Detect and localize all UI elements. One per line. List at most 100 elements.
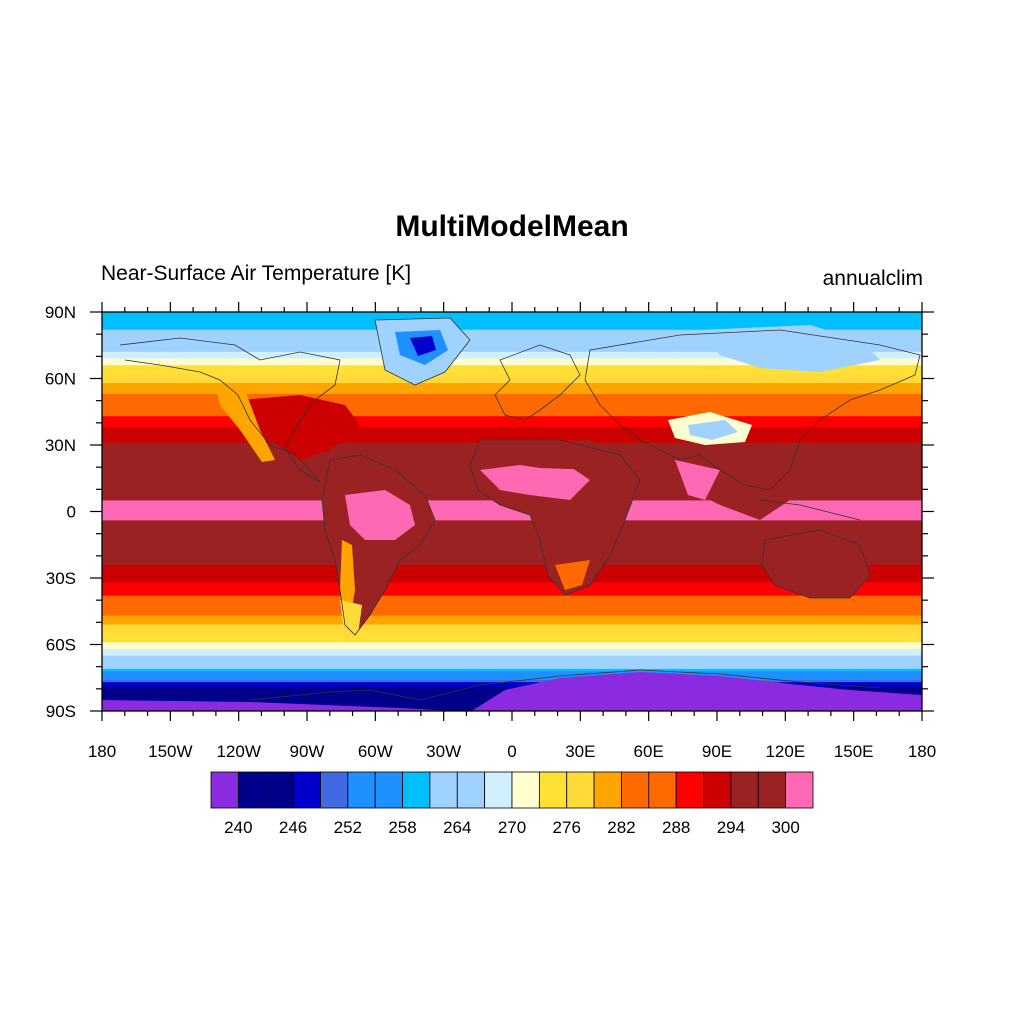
temperature-band — [102, 558, 922, 561]
temperature-band — [102, 533, 922, 537]
rockies-cool — [215, 385, 275, 462]
north-america-coast — [119, 337, 341, 483]
temperature-band — [102, 631, 922, 635]
y-tick-label: 30S — [46, 569, 76, 588]
temperature-band — [102, 427, 922, 431]
temperature-band — [102, 657, 922, 661]
tibet-core — [688, 420, 738, 440]
temperature-band — [102, 416, 922, 419]
temperature-band — [102, 538, 922, 541]
temperature-band — [102, 402, 922, 406]
temperature-band — [102, 653, 922, 657]
y-tick-label: 0 — [67, 503, 76, 522]
variable-label: Near-Surface Air Temperature [K] — [101, 262, 412, 285]
africa-coast — [469, 439, 641, 596]
colorbar-swatch — [210, 771, 239, 809]
temperature-band — [102, 622, 922, 626]
temperature-band — [102, 677, 922, 681]
temperature-band — [102, 551, 922, 555]
temperature-band — [102, 671, 922, 674]
colorbar-swatch — [292, 771, 321, 809]
north-america-warm — [240, 395, 360, 460]
temperature-band — [102, 648, 922, 652]
colorbar-swatch — [675, 771, 704, 809]
x-tick-label: 60E — [634, 742, 664, 761]
temperature-band — [102, 349, 922, 353]
temperature-band — [102, 356, 922, 360]
australia-land — [762, 530, 870, 598]
temperature-band — [102, 566, 922, 570]
y-tick-label: 90N — [45, 303, 76, 322]
temperature-band — [102, 666, 922, 670]
temperature-band — [102, 387, 922, 391]
temperature-band — [102, 620, 922, 623]
temperature-band — [102, 394, 922, 397]
temperature-band — [102, 575, 922, 579]
colorbar-label: 240 — [224, 818, 252, 837]
colorbar-swatch — [703, 771, 732, 809]
europe-coast — [494, 344, 581, 421]
temperature-band — [102, 617, 922, 621]
period-label: annualclim — [822, 267, 923, 290]
colorbar-labels: 240 246 252 258 264 270 276 282 288 294 300 — [224, 818, 800, 837]
temperature-band — [102, 389, 922, 393]
regional-temperature-features — [102, 318, 922, 711]
colorbar-swatch — [484, 771, 513, 809]
temperature-band — [102, 633, 922, 637]
siberia-cold — [700, 325, 880, 372]
patagonia — [340, 600, 362, 640]
temperature-band — [102, 684, 922, 688]
map-title: MultiModelMean — [395, 210, 629, 243]
temperature-band — [102, 644, 922, 648]
temperature-band — [102, 578, 922, 581]
temperature-band — [102, 518, 922, 521]
temperature-band — [102, 325, 922, 329]
temperature-band — [102, 540, 922, 544]
temperature-band — [102, 338, 922, 342]
temperature-band — [102, 555, 922, 559]
temperature-band — [102, 535, 922, 539]
colorbar-swatch — [320, 771, 349, 809]
temperature-band — [102, 589, 922, 592]
temperature-band — [102, 520, 922, 524]
temperature-band — [102, 347, 922, 351]
temperature-band — [102, 371, 922, 375]
y-axis-labels: 90N 60N 30N 0 30S 60S 90S — [45, 303, 76, 721]
x-tick-label: 60W — [358, 742, 393, 761]
colorbar-swatch — [456, 771, 486, 809]
colorbar-swatch — [265, 771, 294, 809]
temperature-band — [102, 351, 922, 355]
south-africa-cool — [555, 560, 590, 590]
temperature-band — [102, 522, 922, 526]
temperature-band — [102, 542, 922, 546]
colorbar-label: 294 — [717, 818, 745, 837]
sahara-hot — [490, 440, 630, 470]
temperature-band — [102, 531, 922, 535]
colorbar-label: 258 — [388, 818, 416, 837]
temperature-band — [102, 411, 922, 415]
y-tick-label: 30N — [45, 436, 76, 455]
x-tick-label: 180 — [88, 742, 116, 761]
temperature-band — [102, 597, 922, 601]
temperature-band — [102, 527, 922, 530]
temperature-band — [102, 549, 922, 552]
temperature-band — [102, 436, 922, 439]
temperature-band — [102, 407, 922, 411]
temperature-band — [102, 396, 922, 400]
temperature-band — [102, 595, 922, 599]
south-asia-land — [640, 450, 790, 520]
temperature-band — [102, 400, 922, 404]
x-tick-label: 90W — [290, 742, 325, 761]
colorbar-swatch — [429, 771, 458, 809]
temperature-band — [102, 524, 922, 528]
temperature-band — [102, 362, 922, 366]
temperature-band — [102, 544, 922, 548]
colorbar-swatch — [757, 771, 787, 809]
temperature-band — [102, 560, 922, 564]
temperature-band — [102, 374, 922, 377]
temperature-band — [102, 327, 922, 331]
colorbar-swatch — [402, 771, 431, 809]
temperature-band — [102, 642, 922, 646]
temperature-band — [102, 413, 922, 417]
